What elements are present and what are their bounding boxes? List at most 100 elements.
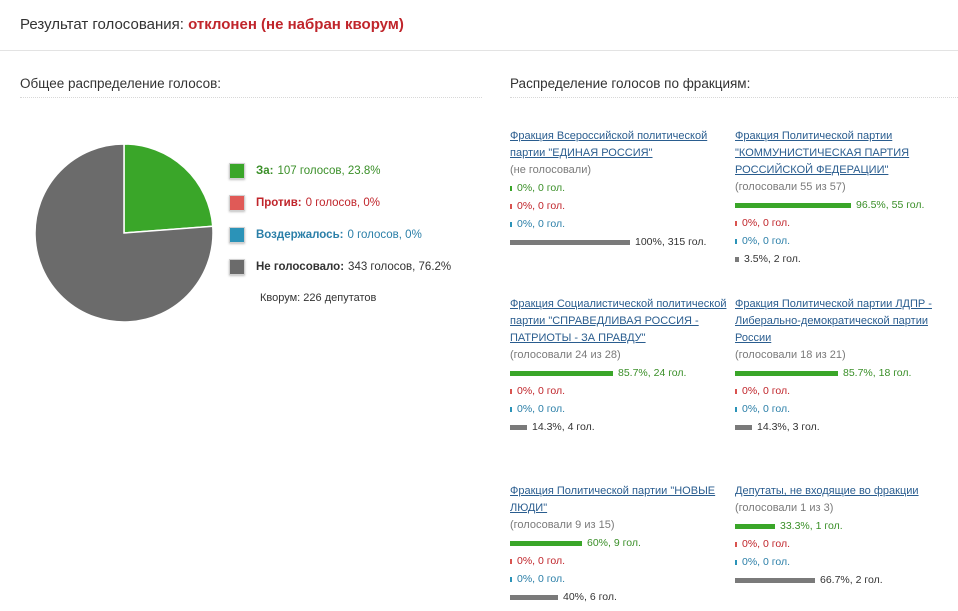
faction-vote-value-absent: 3.5%, 2 гол. bbox=[744, 252, 801, 265]
faction-vote-value-against: 0%, 0 гол. bbox=[742, 384, 791, 397]
faction-vote-value-abstain: 0%, 0 гол. bbox=[742, 555, 791, 568]
faction-vote-bar-against bbox=[510, 558, 512, 564]
legend-label-absent: Не голосовало: bbox=[256, 261, 345, 273]
faction-vote-bar-for bbox=[735, 523, 775, 529]
legend-label-against: Против: bbox=[256, 197, 302, 209]
faction-vote-value-for: 85.7%, 18 гол. bbox=[843, 366, 912, 379]
faction-title-divider bbox=[510, 97, 958, 98]
faction-vote-row-against: 0%, 0 гол. bbox=[735, 535, 957, 553]
faction-vote-row-absent: 66.7%, 2 гол. bbox=[735, 571, 957, 589]
faction-vote-row-absent: 40%, 6 гол. bbox=[510, 588, 732, 606]
faction-vote-bar-for bbox=[735, 370, 838, 376]
faction-vote-value-absent: 14.3%, 4 гол. bbox=[532, 420, 595, 433]
quorum-text: Кворум: 226 депутатов bbox=[260, 292, 377, 304]
faction-vote-row-for: 85.7%, 24 гол. bbox=[510, 364, 732, 382]
faction-participation: (голосовали 24 из 28) bbox=[510, 349, 621, 361]
faction-vote-row-absent: 100%, 315 гол. bbox=[510, 233, 732, 251]
overall-title-divider bbox=[20, 97, 482, 98]
faction-vote-value-absent: 100%, 315 гол. bbox=[635, 235, 707, 248]
faction-vote-row-against: 0%, 0 гол. bbox=[510, 197, 732, 215]
faction-vote-bar-absent bbox=[510, 594, 558, 600]
faction-vote-row-for: 96.5%, 55 гол. bbox=[735, 196, 957, 214]
faction-block: Фракция Политической партии "КОММУНИСТИЧ… bbox=[735, 128, 957, 268]
faction-vote-row-abstain: 0%, 0 гол. bbox=[510, 400, 732, 418]
faction-vote-bar-for bbox=[510, 185, 512, 191]
faction-vote-bar-against bbox=[510, 203, 512, 209]
faction-vote-value-against: 0%, 0 гол. bbox=[517, 199, 566, 212]
legend-swatch-abstain bbox=[229, 227, 245, 243]
faction-participation: (голосовали 55 из 57) bbox=[735, 181, 846, 193]
faction-participation: (не голосовали) bbox=[510, 164, 592, 176]
faction-vote-row-for: 33.3%, 1 гол. bbox=[735, 517, 957, 535]
faction-name-link[interactable]: Фракция Политической партии ЛДПР - Либер… bbox=[735, 298, 932, 344]
legend-value-absent: 343 голосов, 76.2% bbox=[348, 261, 452, 273]
faction-vote-bar-absent bbox=[735, 424, 752, 430]
faction-participation: (голосовали 1 из 3) bbox=[735, 502, 834, 514]
faction-vote-row-for: 0%, 0 гол. bbox=[510, 179, 732, 197]
faction-vote-value-absent: 14.3%, 3 гол. bbox=[757, 420, 820, 433]
faction-vote-value-for: 96.5%, 55 гол. bbox=[856, 198, 925, 211]
header-divider bbox=[0, 50, 958, 51]
faction-vote-bar-abstain bbox=[510, 406, 512, 412]
legend-swatch-against bbox=[229, 195, 245, 211]
pie-slice-absent bbox=[34, 143, 214, 323]
legend-item-absent: Не голосовало: 343 голосов, 76.2% bbox=[229, 257, 451, 277]
faction-vote-row-abstain: 0%, 0 гол. bbox=[735, 232, 957, 250]
faction-vote-bar-for bbox=[735, 202, 851, 208]
faction-vote-value-against: 0%, 0 гол. bbox=[517, 554, 566, 567]
faction-name-link[interactable]: Фракция Политической партии "КОММУНИСТИЧ… bbox=[735, 130, 910, 176]
faction-name-link[interactable]: Фракция Всероссийской политической парти… bbox=[510, 130, 708, 159]
faction-vote-bar-for bbox=[510, 370, 613, 376]
faction-name-link[interactable]: Депутаты, не входящие во фракции bbox=[735, 485, 919, 497]
faction-vote-value-for: 60%, 9 гол. bbox=[587, 536, 641, 549]
faction-vote-bar-against bbox=[735, 541, 737, 547]
faction-vote-value-against: 0%, 0 гол. bbox=[517, 384, 566, 397]
faction-vote-bar-absent bbox=[735, 577, 815, 583]
faction-participation: (голосовали 18 из 21) bbox=[735, 349, 846, 361]
faction-vote-row-absent: 14.3%, 3 гол. bbox=[735, 418, 957, 436]
faction-vote-value-against: 0%, 0 гол. bbox=[742, 216, 791, 229]
vote-result-header: Результат голосования: отклонен (не набр… bbox=[20, 16, 404, 33]
legend-item-abstain: Воздержалось: 0 голосов, 0% bbox=[229, 225, 422, 245]
legend-item-against: Против: 0 голосов, 0% bbox=[229, 193, 380, 213]
faction-vote-row-abstain: 0%, 0 гол. bbox=[510, 570, 732, 588]
vote-distribution-pie-chart bbox=[34, 143, 214, 323]
legend-value-against: 0 голосов, 0% bbox=[305, 197, 380, 209]
legend-label-abstain: Воздержалось: bbox=[256, 229, 344, 241]
faction-vote-value-abstain: 0%, 0 гол. bbox=[742, 402, 791, 415]
faction-block: Фракция Политической партии "НОВЫЕ ЛЮДИ"… bbox=[510, 483, 732, 606]
faction-vote-bar-against bbox=[510, 388, 512, 394]
faction-vote-bar-for bbox=[510, 540, 582, 546]
faction-participation: (голосовали 9 из 15) bbox=[510, 519, 615, 531]
faction-name-link[interactable]: Фракция Социалистической политической па… bbox=[510, 298, 727, 344]
faction-vote-value-abstain: 0%, 0 гол. bbox=[517, 217, 566, 230]
legend-label-for: За: bbox=[256, 165, 274, 177]
faction-vote-row-against: 0%, 0 гол. bbox=[510, 382, 732, 400]
legend-value-abstain: 0 голосов, 0% bbox=[347, 229, 422, 241]
faction-vote-row-against: 0%, 0 гол. bbox=[735, 382, 957, 400]
faction-vote-row-for: 60%, 9 гол. bbox=[510, 534, 732, 552]
faction-name-link[interactable]: Фракция Политической партии "НОВЫЕ ЛЮДИ" bbox=[510, 485, 716, 514]
faction-vote-row-against: 0%, 0 гол. bbox=[735, 214, 957, 232]
faction-block: Фракция Политической партии ЛДПР - Либер… bbox=[735, 296, 957, 436]
faction-vote-bar-abstain bbox=[510, 576, 512, 582]
faction-vote-bar-absent bbox=[510, 239, 630, 245]
faction-vote-value-abstain: 0%, 0 гол. bbox=[742, 234, 791, 247]
faction-vote-value-abstain: 0%, 0 гол. bbox=[517, 572, 566, 585]
faction-vote-value-for: 85.7%, 24 гол. bbox=[618, 366, 687, 379]
faction-vote-row-absent: 14.3%, 4 гол. bbox=[510, 418, 732, 436]
legend-swatch-for bbox=[229, 163, 245, 179]
faction-vote-row-abstain: 0%, 0 гол. bbox=[735, 553, 957, 571]
faction-vote-row-abstain: 0%, 0 гол. bbox=[510, 215, 732, 233]
faction-vote-bar-abstain bbox=[735, 559, 737, 565]
pie-slice-for bbox=[123, 143, 214, 234]
faction-vote-value-against: 0%, 0 гол. bbox=[742, 537, 791, 550]
faction-vote-value-for: 0%, 0 гол. bbox=[517, 181, 566, 194]
legend-value-for: 107 голосов, 23.8% bbox=[277, 165, 381, 177]
faction-vote-value-absent: 66.7%, 2 гол. bbox=[820, 573, 883, 586]
faction-vote-bar-against bbox=[735, 388, 737, 394]
faction-vote-row-abstain: 0%, 0 гол. bbox=[735, 400, 957, 418]
overall-distribution-title: Общее распределение голосов: bbox=[20, 76, 222, 91]
faction-vote-value-absent: 40%, 6 гол. bbox=[563, 590, 617, 603]
faction-vote-bar-abstain bbox=[735, 406, 737, 412]
